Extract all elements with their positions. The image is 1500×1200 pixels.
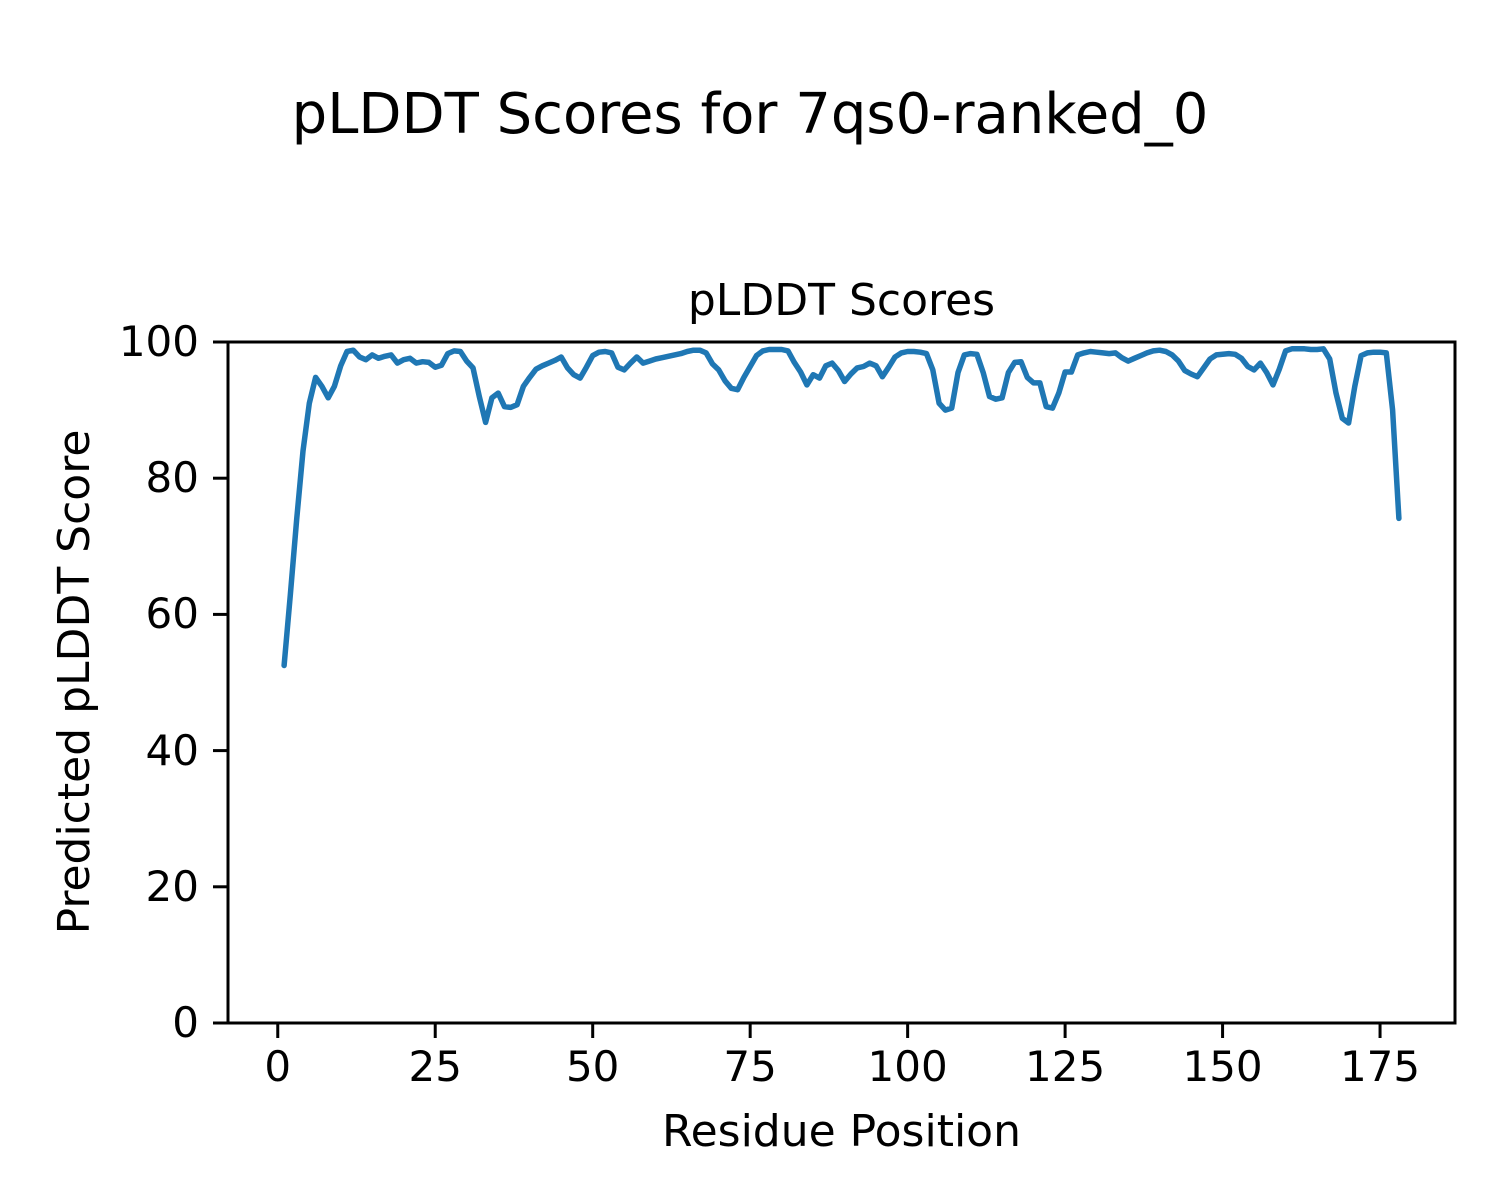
axes-title: pLDDT Scores bbox=[687, 275, 996, 326]
plddt-line bbox=[281, 346, 1402, 669]
x-tick-label: 175 bbox=[1339, 1042, 1421, 1091]
x-axis-label: Residue Position bbox=[661, 1106, 1021, 1157]
y-tick-label: 40 bbox=[145, 725, 199, 775]
figure-title: pLDDT Scores for 7qs0-ranked_0 bbox=[291, 82, 1209, 147]
x-tick-label: 75 bbox=[723, 1042, 777, 1091]
x-tick-label: 0 bbox=[264, 1042, 292, 1091]
x-tick-label: 125 bbox=[1025, 1042, 1106, 1091]
y-tick-label: 20 bbox=[145, 861, 199, 911]
x-tick-label: 150 bbox=[1182, 1042, 1263, 1091]
y-axis-ticks bbox=[213, 340, 228, 1025]
y-axis-label: Predicted pLDDT Score bbox=[49, 429, 100, 935]
plot-frame bbox=[226, 340, 1457, 1025]
y-tick-label: 60 bbox=[145, 589, 199, 639]
x-tick-label: 100 bbox=[867, 1042, 948, 1091]
x-axis-ticks bbox=[276, 1023, 1382, 1038]
x-tick-label: 50 bbox=[565, 1042, 620, 1091]
x-tick-label: 25 bbox=[408, 1042, 462, 1091]
y-tick-label: 100 bbox=[118, 317, 199, 366]
y-tick-label: 80 bbox=[145, 453, 199, 503]
y-tick-label: 0 bbox=[172, 998, 199, 1047]
